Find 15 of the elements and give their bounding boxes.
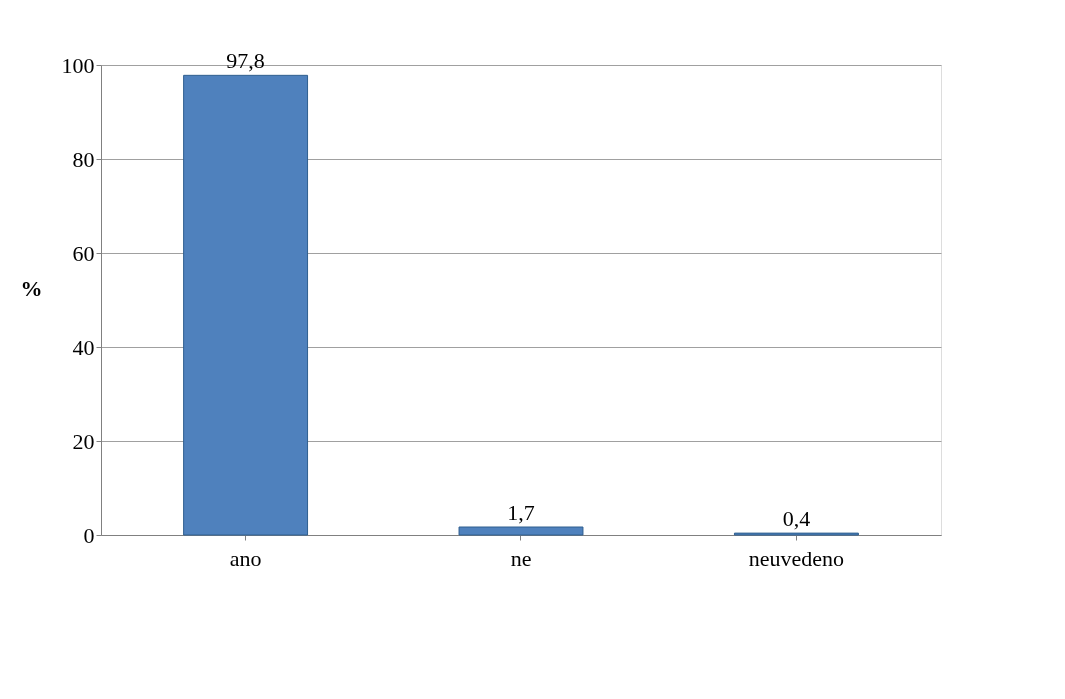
- y-tick-label: 0: [83, 522, 95, 548]
- y-tick-label: 100: [61, 52, 95, 78]
- x-tick-label: ano: [229, 545, 262, 571]
- y-tick-label: 20: [72, 428, 95, 454]
- x-tick-label: ne: [510, 545, 532, 571]
- y-tick-label: 60: [72, 240, 95, 266]
- data-label: 1,7: [507, 500, 535, 526]
- data-label: 0,4: [782, 506, 811, 532]
- bar: [183, 74, 309, 536]
- x-tick-label: neuvedeno: [748, 545, 845, 571]
- y-tick-label: 40: [72, 334, 95, 360]
- y-tick-label: 80: [72, 146, 95, 172]
- data-label: 97,8: [226, 48, 265, 74]
- y-axis-title: %: [20, 275, 43, 301]
- bar: [458, 526, 584, 536]
